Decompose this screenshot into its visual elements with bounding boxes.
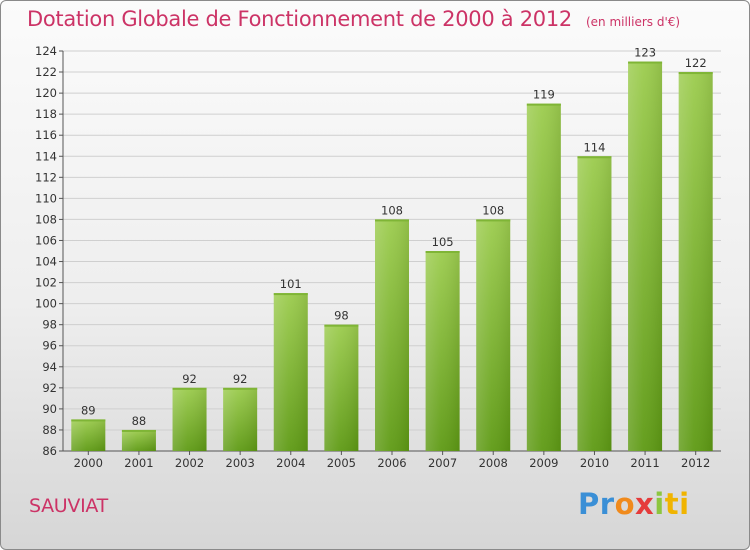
data-label: 88 [132,414,147,428]
y-tick-label: 116 [35,128,57,142]
bar-top-edge [71,419,106,422]
bar-top-edge [678,72,713,75]
y-tick-label: 114 [35,149,57,163]
x-tick-label: 2004 [276,456,305,470]
data-label: 122 [685,56,707,70]
data-label: 114 [583,140,605,154]
bar-shine [324,324,359,451]
y-tick-label: 118 [35,107,57,121]
y-tick-label: 122 [35,65,57,79]
x-tick-label: 2006 [377,456,406,470]
y-tick-label: 112 [35,170,57,184]
data-label: 98 [334,309,349,323]
y-tick-label: 92 [42,381,57,395]
data-label: 123 [634,46,656,60]
commune-name: SAUVIAT [29,495,108,517]
data-label: 101 [280,277,302,291]
bar-shine [425,251,460,451]
y-tick-label: 100 [35,297,57,311]
y-tick-label: 86 [42,444,57,458]
bar-top-edge [273,293,308,296]
bar-top-edge [425,251,460,253]
bar-shine [273,293,308,451]
data-label: 105 [432,235,454,249]
bar-top-edge [121,429,156,432]
x-tick-label: 2001 [124,456,153,470]
logo-letter: r [599,487,615,521]
x-tick-label: 2012 [681,456,710,470]
bar-top-edge [628,61,663,64]
y-tick-label: 108 [35,212,57,226]
bar-top-edge [476,219,511,222]
bar-top-edge [375,219,409,222]
logo-letter: i [679,487,690,521]
proxiti-logo: Proxiti [578,487,690,521]
bar-shine [526,103,561,451]
x-tick-label: 2008 [479,456,508,470]
x-tick-label: 2011 [630,456,659,470]
chart-title-text: Dotation Globale de Fonctionnement de 20… [27,7,572,31]
data-label: 119 [533,88,555,102]
bar-shine [223,387,258,451]
logo-letter: t [664,487,680,521]
logo-letter: x [635,487,655,521]
bar-top-edge [223,387,258,390]
bar-shine [476,219,511,451]
bar-top-edge [577,156,612,159]
bar-shine [628,61,663,452]
y-tick-label: 90 [42,402,57,416]
y-tick-label: 106 [35,233,57,247]
x-tick-label: 2010 [580,456,609,470]
data-labels: 89 88 92 92 101 98 108 105 108 119 114 123 122 [81,46,707,428]
bar-top-edge [526,103,561,106]
data-label: 92 [233,372,248,386]
chart-unit: (en milliers d'€) [585,15,681,29]
data-label: 92 [182,372,197,386]
x-tick-label: 2007 [428,456,457,470]
bar-shine [71,419,106,451]
y-tick-label: 88 [42,423,57,437]
data-label: 108 [381,203,403,217]
bar-shine [121,429,156,451]
data-label: 89 [81,403,96,417]
x-tick-label: 2002 [175,456,204,470]
bar-shine [172,387,207,451]
bar-shine [375,219,409,451]
bar-shine [678,72,713,451]
y-tick-label: 96 [42,339,57,353]
x-tick-label: 2000 [74,456,103,470]
data-label: 108 [482,203,504,217]
y-tick-label: 94 [42,360,57,374]
chart-title: Dotation Globale de Fonctionnement de 20… [27,7,680,31]
bars [71,61,713,452]
y-tick-label: 120 [35,86,57,100]
x-tick-label: 2005 [327,456,356,470]
y-tick-label: 104 [35,255,57,269]
logo-letter: o [614,487,636,521]
bar-shine [577,156,612,451]
y-tick-label: 110 [35,191,57,205]
y-tick-label: 98 [42,318,57,332]
logo-letter: i [654,487,665,521]
bar-top-edge [324,324,359,327]
y-tick-label: 124 [35,44,57,58]
x-tick-label: 2009 [529,456,558,470]
logo-letter: P [578,487,600,521]
bar-top-edge [172,387,207,390]
x-tick-label: 2003 [226,456,255,470]
y-tick-label: 102 [35,276,57,290]
